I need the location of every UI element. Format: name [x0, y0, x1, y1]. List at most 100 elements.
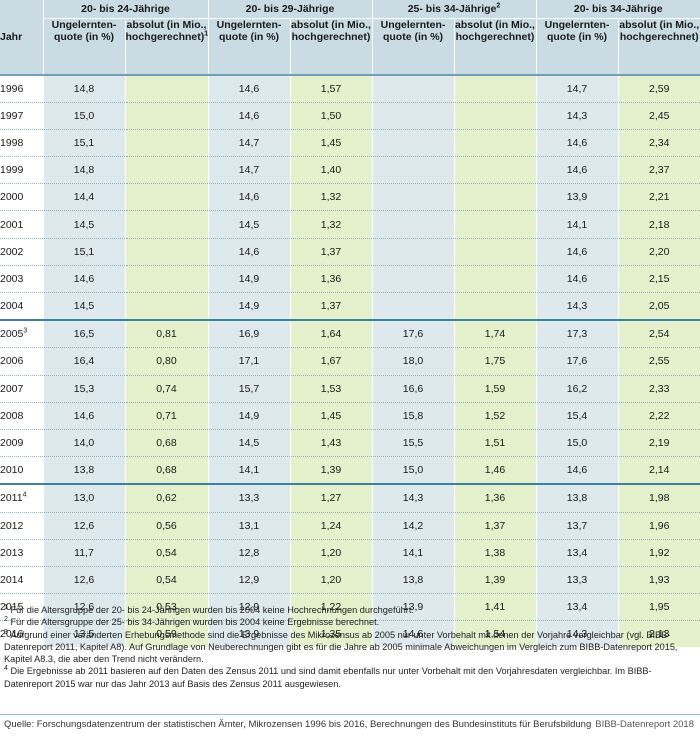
year-cell: 2002	[0, 238, 43, 266]
footnote-1: 1 Für die Altersgruppe der 20- bis 24-Jä…	[4, 603, 414, 615]
absolut-cell: 1,20	[289, 566, 372, 595]
quote-header: Ungelernten-quote (in %)	[535, 18, 618, 76]
absolut-cell	[124, 102, 208, 130]
year-cell: 1997	[0, 102, 43, 130]
year-cell: 1999	[0, 156, 43, 185]
absolut-cell: 1,43	[289, 429, 372, 458]
quote-cell	[371, 129, 454, 158]
absolut-cell: 1,92	[617, 539, 700, 567]
table-row: 2008 14,6 0,71 14,9 1,45 15,8 1,52 15,4 2,22	[0, 402, 700, 430]
quote-cell: 15,0	[371, 456, 454, 485]
quote-cell: 15,5	[371, 429, 454, 458]
absolut-cell: 1,24	[289, 512, 372, 540]
absolut-cell: 0,68	[124, 429, 208, 458]
table-row: 2015 12,6 0,53 12,9 1,22 13,9 1,41 13,4 1,95	[0, 593, 700, 622]
group-header-20-34: 20- bis 34-Jährige	[535, 0, 700, 19]
quote-cell: 11,7	[42, 539, 125, 567]
absolut-cell: 1,39	[289, 456, 372, 485]
year-cell: 2014	[0, 566, 43, 595]
year-cell: 2000	[0, 183, 43, 212]
sub-header-row: Ungelernten-quote (in %) absolut (in Mio…	[0, 18, 700, 76]
absolut-cell: 1,46	[453, 456, 536, 485]
quote-cell: 13,8	[535, 483, 618, 513]
absolut-cell	[453, 183, 536, 212]
group-header-25-34: 25- bis 34-Jährige2	[371, 0, 536, 19]
quote-cell: 14,3	[535, 102, 618, 130]
absolut-cell: 0,59	[124, 620, 208, 648]
year-cell: 1998	[0, 129, 43, 158]
absolut-cell	[453, 238, 536, 266]
absolut-cell: 2,14	[617, 456, 700, 485]
quote-cell: 13,9	[535, 183, 618, 212]
year-header: Jahr	[0, 0, 43, 76]
absolut-cell	[453, 74, 536, 103]
quote-cell: 14,6	[207, 238, 290, 266]
absolut-cell	[124, 183, 208, 212]
quote-cell: 14,9	[207, 292, 290, 321]
absolut-cell: 0,53	[124, 593, 208, 622]
quote-cell	[371, 210, 454, 239]
quote-cell: 15,1	[42, 238, 125, 266]
year-cell: 20114	[0, 483, 43, 513]
absolut-header: absolut (in Mio., hochgerechnet)1	[124, 18, 208, 76]
quote-cell: 14,9	[207, 265, 290, 294]
quote-cell: 14,1	[535, 210, 618, 239]
quote-cell: 13,9	[207, 620, 290, 648]
footnote-2: 2 Für die Altersgruppe der 25- bis 34-Jä…	[4, 616, 380, 628]
brand-label: BIBB-Datenreport 2018	[595, 719, 694, 730]
absolut-cell: 2,59	[617, 74, 700, 103]
quote-cell: 14,6	[535, 238, 618, 266]
absolut-cell	[124, 238, 208, 266]
group-header-20-24: 20- bis 24-Jährige	[42, 0, 208, 19]
quote-cell: 15,1	[42, 129, 125, 158]
quote-cell: 14,6	[535, 156, 618, 185]
year-cell: 2008	[0, 402, 43, 430]
table-row: 2016 13,5 0,59 13,9 1,35 14,6 1,54 14,3 2,13	[0, 620, 700, 648]
absolut-cell	[124, 265, 208, 294]
absolut-header: absolut (in Mio., hochgerechnet)	[289, 18, 372, 76]
absolut-cell: 1,93	[617, 566, 700, 595]
quote-cell: 14,7	[207, 156, 290, 185]
table-row: 2002 15,1 14,6 1,37 14,6 2,20	[0, 238, 700, 266]
quote-cell: 14,6	[535, 265, 618, 294]
absolut-header: absolut (in Mio., hochgerechnet)	[617, 18, 700, 76]
quote-cell: 16,5	[42, 319, 125, 349]
absolut-cell: 1,36	[289, 265, 372, 294]
quote-cell: 14,7	[207, 129, 290, 158]
absolut-cell: 1,57	[289, 74, 372, 103]
table-row: 2009 14,0 0,68 14,5 1,43 15,5 1,51 15,0 2,19	[0, 429, 700, 458]
quote-cell: 15,3	[42, 375, 125, 403]
absolut-cell: 1,22	[289, 593, 372, 622]
quote-cell: 15,0	[42, 102, 125, 130]
quote-cell	[371, 102, 454, 130]
quote-cell: 13,9	[371, 593, 454, 622]
quote-cell: 12,6	[42, 512, 125, 540]
table-row: 1999 14,8 14,7 1,40 14,6 2,37	[0, 156, 700, 185]
table-row: 1998 15,1 14,7 1,45 14,6 2,34	[0, 129, 700, 158]
quote-cell: 12,6	[42, 566, 125, 595]
quote-cell	[371, 292, 454, 321]
absolut-cell: 2,54	[617, 319, 700, 349]
quote-header: Ungelernten-quote (in %)	[42, 18, 125, 76]
absolut-cell	[453, 129, 536, 158]
absolut-cell: 1,40	[289, 156, 372, 185]
quote-cell: 14,2	[371, 512, 454, 540]
absolut-cell: 2,34	[617, 129, 700, 158]
table-row: 2001 14,5 14,5 1,32 14,1 2,18	[0, 210, 700, 239]
quote-cell: 14,3	[535, 620, 618, 648]
quote-cell: 14,6	[535, 129, 618, 158]
quote-cell	[371, 265, 454, 294]
table-row: 2014 12,6 0,54 12,9 1,20 13,8 1,39 13,3 1,93	[0, 566, 700, 595]
year-cell: 2004	[0, 292, 43, 321]
quote-cell: 17,1	[207, 347, 290, 376]
group-header-row: Jahr 20- bis 24-Jährige 20- bis 29-Jähri…	[0, 0, 700, 76]
absolut-cell	[124, 156, 208, 185]
absolut-cell: 2,55	[617, 347, 700, 376]
quote-cell: 12,6	[42, 593, 125, 622]
year-cell: 2016	[0, 620, 43, 648]
table-row: 2007 15,3 0,74 15,7 1,53 16,6 1,59 16,2 2,33	[0, 375, 700, 403]
absolut-cell: 1,41	[453, 593, 536, 622]
table-row: 1997 15,0 14,6 1,50 14,3 2,45	[0, 102, 700, 130]
quote-cell: 14,8	[42, 74, 125, 103]
